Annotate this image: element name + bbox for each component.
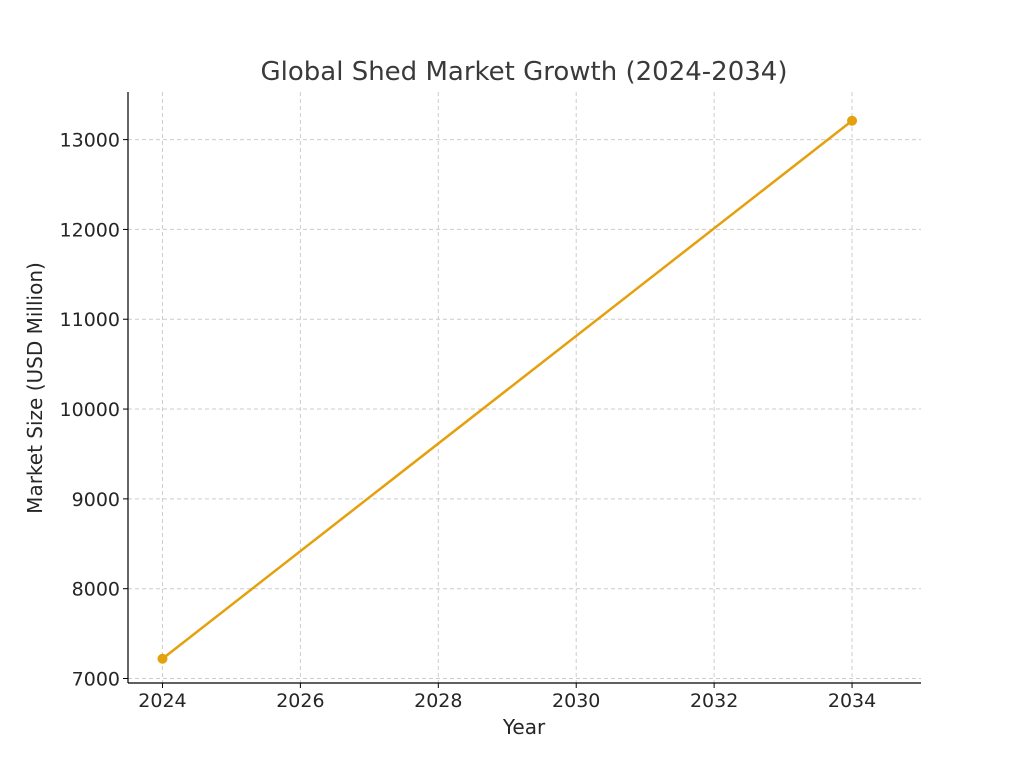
y-tick-label-10000: 10000	[60, 399, 120, 421]
y-ticks: 7000 8000 9000 10000 11000 12000 13000	[60, 130, 128, 691]
x-tick-label-2034: 2034	[828, 690, 876, 712]
y-tick-label-12000: 12000	[60, 219, 120, 241]
chart-title: Global Shed Market Growth (2024-2034)	[261, 57, 788, 87]
y-tick-label-9000: 9000	[72, 489, 120, 511]
y-axis-label: Market Size (USD Million)	[23, 262, 47, 514]
x-tick-label-2032: 2032	[690, 690, 738, 712]
series-layer	[157, 115, 858, 664]
y-tick-label-13000: 13000	[60, 130, 120, 152]
y-tick-label-11000: 11000	[60, 309, 120, 331]
data-point-2034	[847, 115, 858, 126]
grid	[128, 92, 921, 683]
x-tick-label-2028: 2028	[414, 690, 462, 712]
x-tick-label-2030: 2030	[552, 690, 600, 712]
series-line-0	[161, 119, 854, 660]
x-tick-label-2024: 2024	[138, 690, 186, 712]
x-tick-label-2026: 2026	[276, 690, 324, 712]
x-axis-label: Year	[502, 715, 546, 739]
x-ticks: 2024 2026 2028 2030 2032 2034	[138, 683, 876, 712]
axes	[127, 92, 921, 684]
data-point-2024	[157, 653, 168, 664]
y-tick-label-8000: 8000	[72, 579, 120, 601]
y-tick-label-7000: 7000	[72, 669, 120, 691]
